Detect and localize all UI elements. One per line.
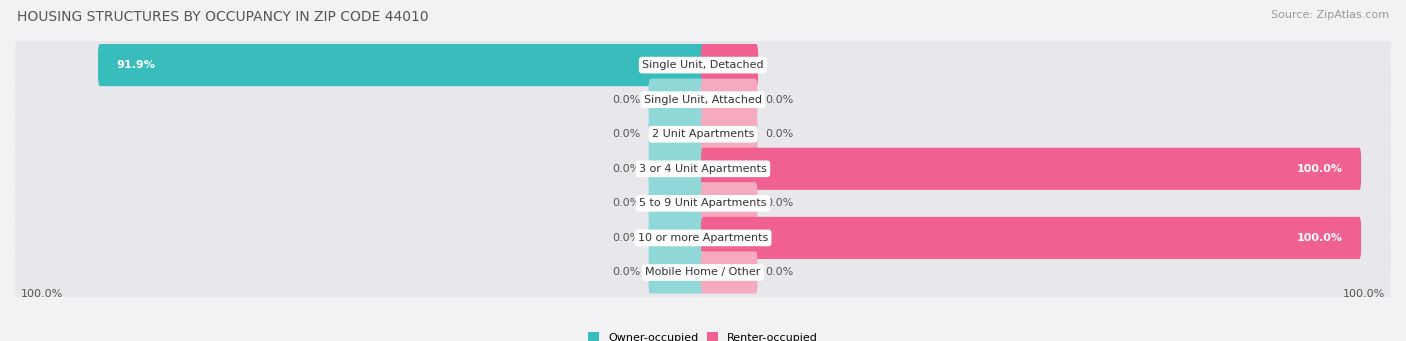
FancyBboxPatch shape xyxy=(15,57,1391,143)
FancyBboxPatch shape xyxy=(648,182,704,224)
FancyBboxPatch shape xyxy=(15,125,1391,212)
Text: 2 Unit Apartments: 2 Unit Apartments xyxy=(652,129,754,139)
FancyBboxPatch shape xyxy=(648,78,704,121)
FancyBboxPatch shape xyxy=(702,44,758,86)
Text: 100.0%: 100.0% xyxy=(1296,164,1343,174)
Text: Single Unit, Detached: Single Unit, Detached xyxy=(643,60,763,70)
Text: 8.1%: 8.1% xyxy=(709,60,740,70)
Text: 0.0%: 0.0% xyxy=(613,95,641,105)
FancyBboxPatch shape xyxy=(702,148,1361,190)
Text: 91.9%: 91.9% xyxy=(117,60,155,70)
Text: 0.0%: 0.0% xyxy=(765,267,793,278)
Text: 10 or more Apartments: 10 or more Apartments xyxy=(638,233,768,243)
Legend: Owner-occupied, Renter-occupied: Owner-occupied, Renter-occupied xyxy=(583,328,823,341)
FancyBboxPatch shape xyxy=(648,217,704,259)
FancyBboxPatch shape xyxy=(15,195,1391,281)
FancyBboxPatch shape xyxy=(702,217,1361,259)
Text: Mobile Home / Other: Mobile Home / Other xyxy=(645,267,761,278)
FancyBboxPatch shape xyxy=(15,229,1391,316)
Text: 0.0%: 0.0% xyxy=(613,233,641,243)
Text: HOUSING STRUCTURES BY OCCUPANCY IN ZIP CODE 44010: HOUSING STRUCTURES BY OCCUPANCY IN ZIP C… xyxy=(17,10,429,24)
Text: 0.0%: 0.0% xyxy=(613,267,641,278)
FancyBboxPatch shape xyxy=(648,113,704,155)
FancyBboxPatch shape xyxy=(15,22,1391,108)
Text: 100.0%: 100.0% xyxy=(1343,289,1385,299)
Text: 100.0%: 100.0% xyxy=(21,289,63,299)
FancyBboxPatch shape xyxy=(648,251,704,294)
FancyBboxPatch shape xyxy=(702,251,758,294)
Text: Single Unit, Attached: Single Unit, Attached xyxy=(644,95,762,105)
FancyBboxPatch shape xyxy=(648,148,704,190)
FancyBboxPatch shape xyxy=(15,160,1391,247)
Text: 0.0%: 0.0% xyxy=(613,164,641,174)
Text: 0.0%: 0.0% xyxy=(765,95,793,105)
FancyBboxPatch shape xyxy=(702,182,758,224)
Text: 3 or 4 Unit Apartments: 3 or 4 Unit Apartments xyxy=(640,164,766,174)
FancyBboxPatch shape xyxy=(702,78,758,121)
Text: 0.0%: 0.0% xyxy=(765,129,793,139)
Text: 0.0%: 0.0% xyxy=(613,198,641,208)
Text: 0.0%: 0.0% xyxy=(613,129,641,139)
Text: Source: ZipAtlas.com: Source: ZipAtlas.com xyxy=(1271,10,1389,20)
Text: 100.0%: 100.0% xyxy=(1296,233,1343,243)
FancyBboxPatch shape xyxy=(702,113,758,155)
FancyBboxPatch shape xyxy=(15,91,1391,177)
FancyBboxPatch shape xyxy=(98,44,704,86)
Text: 5 to 9 Unit Apartments: 5 to 9 Unit Apartments xyxy=(640,198,766,208)
Text: 0.0%: 0.0% xyxy=(765,198,793,208)
